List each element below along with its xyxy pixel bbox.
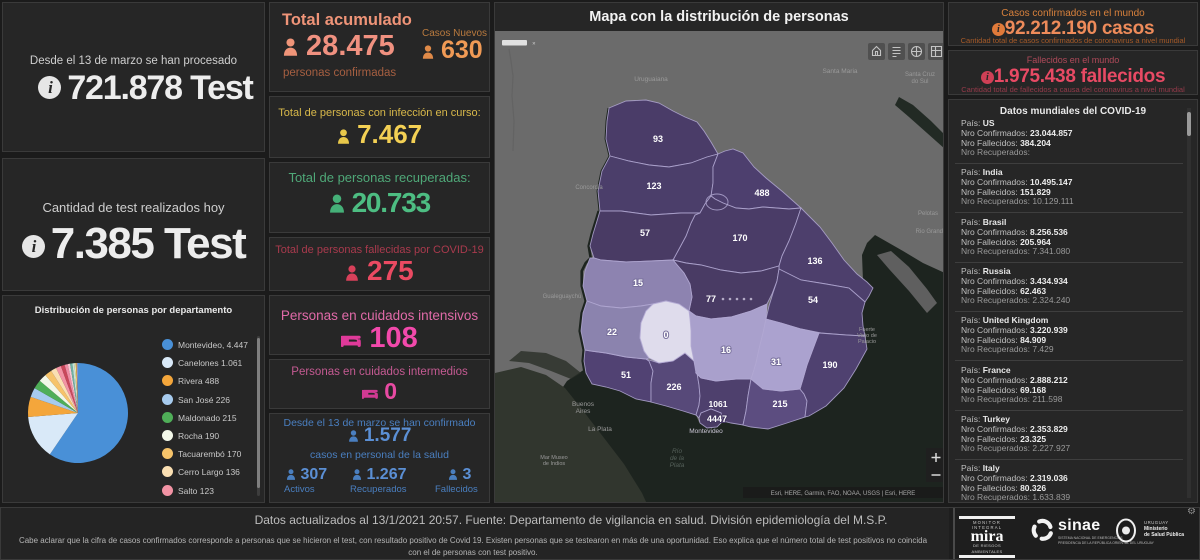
- svg-text:77: 77: [706, 294, 716, 304]
- svg-text:123: 123: [646, 181, 661, 191]
- svg-text:Aires: Aires: [576, 408, 592, 415]
- svg-text:93: 93: [653, 134, 663, 144]
- svg-text:La Plata: La Plata: [588, 426, 612, 433]
- svg-text:57: 57: [640, 228, 650, 238]
- svg-text:Rio Grande: Rio Grande: [916, 229, 944, 235]
- svg-text:54: 54: [808, 295, 818, 305]
- svg-text:136: 136: [807, 256, 822, 266]
- svg-text:0: 0: [663, 330, 668, 340]
- svg-text:Gualeguaychú: Gualeguaychú: [543, 294, 582, 300]
- svg-text:Viejo de: Viejo de: [857, 333, 877, 339]
- svg-text:51: 51: [621, 370, 631, 380]
- svg-text:Fuerte: Fuerte: [859, 327, 875, 333]
- svg-text:15: 15: [633, 278, 643, 288]
- svg-text:Montevideo: Montevideo: [689, 428, 723, 435]
- svg-text:31: 31: [771, 357, 781, 367]
- svg-text:✕: ✕: [532, 41, 536, 46]
- svg-text:190: 190: [822, 360, 837, 370]
- svg-text:Santa Cruz: Santa Cruz: [905, 72, 935, 78]
- svg-text:do Sul: do Sul: [911, 79, 928, 85]
- svg-text:de la: de la: [670, 455, 684, 462]
- svg-text:Palacio: Palacio: [858, 339, 876, 345]
- svg-text:Plata: Plata: [670, 462, 685, 469]
- svg-text:Esri, HERE, Garmin, FAO, NOAA,: Esri, HERE, Garmin, FAO, NOAA, USGS | Es…: [771, 491, 916, 497]
- svg-text:Río: Río: [672, 448, 683, 455]
- svg-text:22: 22: [607, 327, 617, 337]
- svg-text:Uruguaiana: Uruguaiana: [634, 76, 668, 83]
- svg-text:de Indios: de Indios: [543, 461, 566, 467]
- svg-text:Buenos: Buenos: [572, 401, 595, 408]
- svg-text:Pelotas: Pelotas: [918, 211, 938, 217]
- svg-text:170: 170: [732, 233, 747, 243]
- svg-text:215: 215: [772, 399, 787, 409]
- svg-text:226: 226: [666, 382, 681, 392]
- svg-text:488: 488: [754, 188, 769, 198]
- svg-text:4447: 4447: [707, 414, 727, 424]
- svg-text:16: 16: [721, 345, 731, 355]
- svg-text:Mar Museo: Mar Museo: [540, 455, 568, 461]
- svg-text:Santa Maria: Santa Maria: [822, 68, 857, 75]
- svg-text:1061: 1061: [709, 399, 728, 409]
- svg-text:Concordia: Concordia: [575, 185, 603, 191]
